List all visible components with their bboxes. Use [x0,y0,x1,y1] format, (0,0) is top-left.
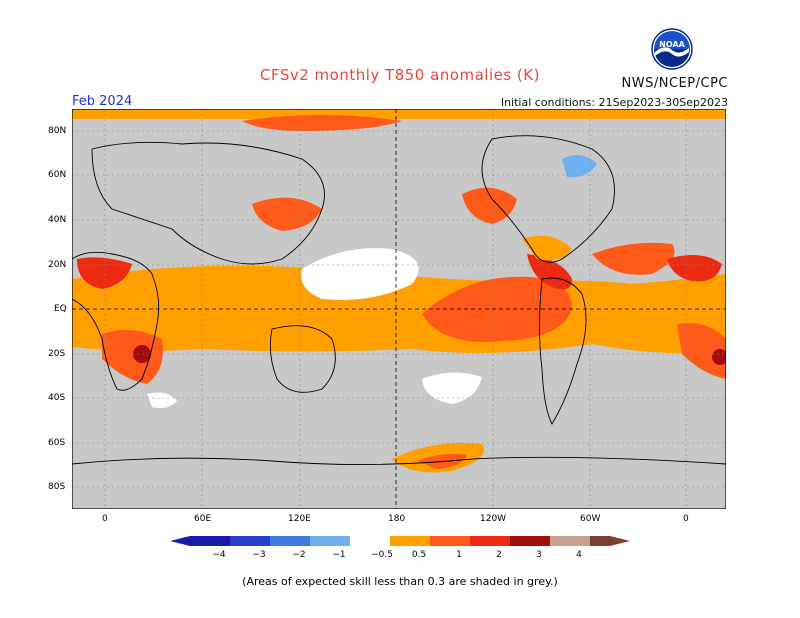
lat-label: 80S [48,482,66,492]
noaa-logo-text: NOAA [659,40,685,49]
legend-swatch [310,536,350,546]
legend-tick: 2 [496,550,502,560]
legend-swatch [350,536,390,546]
lat-label: 60S [48,438,66,448]
anomaly-southern-africa [102,330,163,384]
lat-label: 60N [48,170,67,180]
legend-swatch [510,536,550,546]
initial-conditions: Initial conditions: 21Sep2023-30Sep2023 [500,96,728,109]
lat-label: 40N [48,215,67,225]
lon-label: 180 [388,514,406,524]
neutral-south-pacific [422,372,482,404]
footnote: (Areas of expected skill less than 0.3 a… [242,575,558,588]
color-legend: −4 −3 −2 −1 −0.5 0.5 1 2 3 4 [170,536,630,560]
legend-tick: 4 [576,550,582,560]
lon-label: 60E [194,514,212,524]
legend-swatch [390,536,430,546]
anomaly-map [72,109,726,509]
legend-tick: −3 [252,550,265,560]
anomaly-arctic-band [72,109,726,119]
legend-swatch [590,536,610,546]
lat-label: 20S [48,349,66,359]
anomaly-central-america [527,254,572,290]
anomaly-north-africa [667,255,722,282]
legend-tick: 3 [536,550,542,560]
neutral-south-atlantic [147,392,177,409]
anomaly-south-indian-core [712,349,726,365]
lon-label: 120E [288,514,311,524]
anomaly-enso-core [422,276,572,342]
legend-tick: −1 [332,550,345,560]
anomaly-north-america [462,187,517,224]
legend-tick: 0.5 [412,550,426,560]
legend-tick: −0.5 [371,550,393,560]
legend-tick: −4 [212,550,226,560]
agency-label: NWS/NCEP/CPC [621,76,728,91]
lon-label: 120W [480,514,507,524]
anomaly-negative-hudson [562,155,597,178]
lat-label: 80N [48,126,67,136]
coastlines [72,135,726,465]
graticule [72,109,726,509]
neutral-north-pacific [301,248,419,300]
legend-swatch [230,536,270,546]
legend-swatch [270,536,310,546]
legend-arrow-high [610,536,630,546]
map-title: CFSv2 monthly T850 anomalies (K) [260,66,540,84]
lon-label: 60W [580,514,601,524]
anomaly-south-indian [677,323,726,379]
anomaly-east-asia [252,197,322,231]
anomaly-north-atlantic [592,242,675,275]
anomaly-arctic-core [242,115,402,131]
noaa-logo: NOAA [651,28,693,70]
legend-arrow-low [170,536,190,546]
lon-label: 0 [683,514,689,524]
lat-label: 20N [48,260,67,270]
legend-swatch [470,536,510,546]
legend-tick: 1 [456,550,462,560]
lat-label: EQ [54,304,67,314]
legend-swatch [430,536,470,546]
lon-label: 0 [102,514,108,524]
forecast-month: Feb 2024 [72,94,133,109]
legend-swatch [190,536,230,546]
legend-swatch [550,536,590,546]
anomaly-north-america-south [522,235,572,261]
legend-tick: −2 [292,550,305,560]
lat-label: 40S [48,393,66,403]
